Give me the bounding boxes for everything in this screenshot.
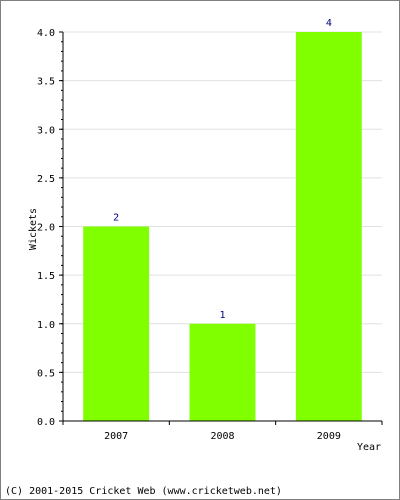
- x-axis-ticks: 2007 2008 2009: [62, 421, 383, 442]
- y-axis-title: Wickets: [28, 208, 39, 250]
- y-tick-label: 3.5: [37, 77, 55, 88]
- bar-2007: [83, 226, 150, 421]
- y-tick-label: 3.0: [37, 125, 55, 136]
- y-tick-label: 0.5: [37, 368, 55, 379]
- y-tick-label: 1.0: [37, 320, 55, 331]
- bar-2008: [189, 323, 256, 421]
- y-tick-label: 4.0: [37, 28, 55, 39]
- copyright-footer: (C) 2001-2015 Cricket Web (www.cricketwe…: [5, 486, 282, 497]
- y-axis-ticks: 0.0 0.5 1.0 1.5 2.0 2.5 3.0 3.5 4.0: [37, 28, 63, 428]
- bar-chart: 0.0 0.5 1.0 1.5 2.0 2.5 3.0 3.5 4.0 2007 2008 2009…: [28, 18, 383, 453]
- data-label: 2: [113, 213, 119, 224]
- bars: [83, 32, 362, 421]
- data-labels: 2 1 4: [113, 18, 332, 321]
- x-axis-title: Year: [357, 442, 381, 453]
- bar-2009: [295, 32, 362, 421]
- y-tick-label: 0.0: [37, 417, 55, 428]
- x-tick-label: 2009: [317, 431, 341, 442]
- y-tick-label: 2.0: [37, 223, 55, 234]
- x-tick-label: 2008: [210, 431, 234, 442]
- y-tick-label: 1.5: [37, 271, 55, 282]
- x-tick-label: 2007: [104, 431, 128, 442]
- data-label: 1: [219, 310, 225, 321]
- data-label: 4: [326, 18, 332, 29]
- y-tick-label: 2.5: [37, 174, 55, 185]
